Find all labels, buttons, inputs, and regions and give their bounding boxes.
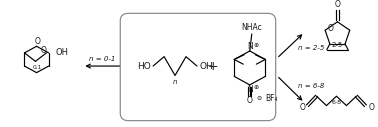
Text: ⊖: ⊖ bbox=[256, 96, 261, 101]
Text: N: N bbox=[247, 42, 253, 51]
Text: N: N bbox=[247, 85, 253, 94]
Text: n = 0-1: n = 0-1 bbox=[89, 57, 116, 62]
Text: OH: OH bbox=[55, 48, 68, 57]
Text: HO: HO bbox=[137, 62, 151, 71]
Text: O: O bbox=[247, 96, 253, 105]
Text: BF₄: BF₄ bbox=[265, 94, 278, 103]
Text: 6-8: 6-8 bbox=[332, 100, 341, 105]
Text: O: O bbox=[335, 0, 341, 9]
Text: n = 6-8: n = 6-8 bbox=[297, 83, 324, 89]
Text: O: O bbox=[369, 103, 374, 112]
Text: O: O bbox=[41, 46, 46, 55]
Text: +: + bbox=[208, 60, 218, 73]
Text: ⊕: ⊕ bbox=[253, 43, 259, 48]
Text: OH: OH bbox=[200, 62, 214, 71]
Text: O: O bbox=[327, 24, 333, 33]
Text: ⊕: ⊕ bbox=[253, 85, 259, 90]
Text: n: n bbox=[173, 79, 177, 85]
Text: O: O bbox=[35, 37, 40, 46]
Text: n = 2-5: n = 2-5 bbox=[297, 45, 324, 51]
Text: O: O bbox=[300, 103, 305, 112]
Text: NHAc: NHAc bbox=[242, 23, 262, 32]
Text: 2-5: 2-5 bbox=[331, 42, 342, 48]
Text: 0,1: 0,1 bbox=[33, 65, 42, 69]
